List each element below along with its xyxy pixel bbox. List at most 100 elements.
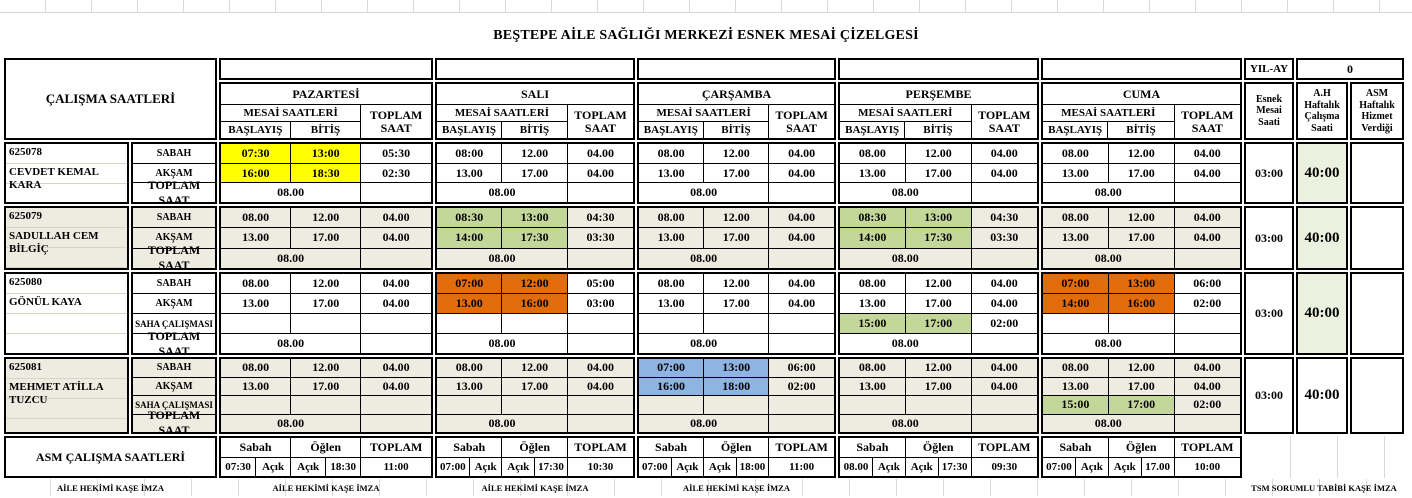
asm-hour-cell[interactable]: 07:30: [221, 457, 257, 476]
time-cell[interactable]: 04.00: [990, 165, 1018, 180]
asm-hour-cell[interactable]: Açık: [704, 457, 737, 476]
time-cell[interactable]: 12.00: [291, 359, 362, 377]
total-hours-cell[interactable]: 08.00: [221, 248, 362, 268]
time-cell[interactable]: 08.00: [1043, 359, 1109, 377]
time-cell[interactable]: 13.00: [437, 163, 503, 183]
time-cell[interactable]: 04.00: [1193, 360, 1221, 375]
time-cell[interactable]: 16:00: [502, 294, 568, 313]
total-hours-cell[interactable]: 08.00: [639, 248, 770, 268]
total-hours-cell[interactable]: 08.00: [1043, 334, 1175, 353]
time-cell[interactable]: 08.00: [221, 274, 292, 293]
time-cell[interactable]: 16:00: [639, 377, 705, 395]
time-cell[interactable]: 13.00: [840, 294, 906, 313]
time-cell[interactable]: [291, 396, 362, 414]
time-cell[interactable]: [291, 314, 362, 333]
time-cell[interactable]: 08:00: [437, 144, 503, 163]
time-cell[interactable]: 12.00: [1109, 144, 1175, 163]
employee-name[interactable]: GÖNÜL KAYA: [9, 296, 82, 308]
employee-name[interactable]: SADULLAH CEM BİLGİÇ: [9, 230, 99, 256]
time-cell[interactable]: 13.00: [437, 294, 503, 313]
time-cell[interactable]: 04.00: [788, 276, 816, 290]
total-hours-cell[interactable]: 08.00: [437, 334, 568, 353]
time-cell[interactable]: 18:30: [291, 163, 362, 183]
time-cell[interactable]: 12.00: [502, 359, 568, 377]
asm-hour-cell[interactable]: 07:00: [437, 457, 470, 476]
time-cell[interactable]: 07:00: [1043, 274, 1109, 293]
time-cell[interactable]: 04.00: [788, 296, 816, 310]
employee-name[interactable]: MEHMET ATİLLA TUZCU: [9, 381, 104, 407]
total-hours-cell[interactable]: 08.00: [840, 248, 972, 268]
time-cell[interactable]: [568, 314, 633, 333]
asm-hour-cell[interactable]: 18:30: [326, 457, 362, 476]
time-cell[interactable]: 13.00: [1043, 163, 1109, 183]
employee-id[interactable]: 625081: [9, 361, 42, 373]
time-cell[interactable]: 04.00: [382, 378, 410, 393]
time-cell[interactable]: 08.00: [221, 208, 292, 228]
total-hours-cell[interactable]: 08.00: [437, 414, 568, 432]
time-cell[interactable]: 04.00: [382, 276, 410, 290]
time-cell[interactable]: 02:00: [1193, 296, 1222, 310]
asm-hour-cell[interactable]: 07:00: [1043, 457, 1076, 476]
time-cell[interactable]: 13:00: [1108, 274, 1175, 293]
time-cell[interactable]: 13:00: [704, 359, 770, 377]
time-cell[interactable]: 13:00: [502, 208, 568, 228]
time-cell[interactable]: 18:00: [704, 377, 770, 395]
haftalik-value[interactable]: 40:00: [1296, 142, 1348, 204]
time-cell[interactable]: [568, 396, 633, 414]
asm-hour-cell[interactable]: Açık: [502, 457, 536, 476]
time-cell[interactable]: [1043, 314, 1109, 333]
time-cell[interactable]: 16:00: [221, 163, 292, 183]
time-cell[interactable]: 08.00: [840, 144, 906, 163]
time-cell[interactable]: [972, 396, 1037, 414]
time-cell[interactable]: 04.00: [788, 210, 816, 225]
time-cell[interactable]: 04.00: [788, 145, 816, 160]
asm-hour-cell[interactable]: Açık: [470, 457, 503, 476]
time-cell[interactable]: 04.00: [990, 360, 1018, 375]
time-cell[interactable]: 13.00: [1043, 377, 1109, 395]
total-hours-cell[interactable]: 08.00: [437, 183, 568, 202]
time-cell[interactable]: 14:00: [437, 228, 503, 248]
haftalik-value[interactable]: 40:00: [1296, 272, 1348, 355]
time-cell[interactable]: 17.00: [704, 163, 770, 183]
time-cell[interactable]: 12.00: [704, 274, 770, 293]
time-cell[interactable]: 12.00: [704, 144, 770, 163]
time-cell[interactable]: 04.00: [586, 145, 614, 160]
total-hours-cell[interactable]: 08.00: [639, 334, 770, 353]
time-cell[interactable]: 17.00: [502, 163, 568, 183]
employee-id[interactable]: 625080: [9, 276, 42, 288]
time-cell[interactable]: [769, 396, 834, 414]
asm-hour-cell[interactable]: 17:30: [535, 457, 568, 476]
time-cell[interactable]: 08:30: [437, 208, 503, 228]
time-cell[interactable]: 08:30: [840, 208, 906, 228]
asm-hour-cell[interactable]: 09:30: [991, 460, 1018, 473]
time-cell[interactable]: 13.00: [840, 163, 906, 183]
time-cell[interactable]: 17.00: [1109, 228, 1175, 248]
esnek-value[interactable]: 03:00: [1244, 206, 1294, 270]
time-cell[interactable]: 08.00: [1043, 144, 1109, 163]
time-cell[interactable]: 08.00: [437, 359, 503, 377]
time-cell[interactable]: 17:00: [905, 314, 972, 333]
time-cell[interactable]: 14:00: [1043, 294, 1109, 313]
time-cell[interactable]: [906, 396, 972, 414]
total-hours-cell[interactable]: 08.00: [1043, 248, 1175, 268]
time-cell[interactable]: [221, 314, 292, 333]
employee-name[interactable]: CEVDET KEMAL KARA: [9, 166, 99, 192]
time-cell[interactable]: 03:30: [586, 230, 615, 245]
time-cell[interactable]: 04.00: [788, 230, 816, 245]
time-cell[interactable]: 13.00: [639, 228, 705, 248]
time-cell[interactable]: 04.00: [788, 165, 816, 180]
esnek-value[interactable]: 03:00: [1244, 272, 1294, 355]
time-cell[interactable]: 04.00: [382, 360, 410, 375]
time-cell[interactable]: 17.00: [291, 228, 362, 248]
time-cell[interactable]: 12.00: [906, 359, 972, 377]
time-cell[interactable]: 13.00: [639, 163, 705, 183]
asm-hour-cell[interactable]: 10:30: [587, 460, 614, 473]
time-cell[interactable]: 03:30: [990, 230, 1019, 245]
total-hours-cell[interactable]: 08.00: [639, 183, 770, 202]
total-hours-cell[interactable]: 08.00: [1043, 183, 1175, 202]
time-cell[interactable]: 17.00: [1109, 377, 1175, 395]
time-cell[interactable]: 02:00: [1193, 397, 1222, 412]
time-cell[interactable]: 12.00: [1109, 359, 1175, 377]
time-cell[interactable]: 08.00: [639, 274, 705, 293]
total-hours-cell[interactable]: 08.00: [221, 334, 362, 353]
